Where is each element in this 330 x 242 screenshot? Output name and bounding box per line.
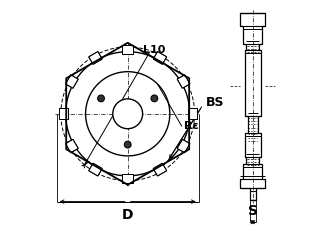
Text: Rε: Rε [184,121,199,131]
Circle shape [98,95,104,102]
Text: D: D [122,208,133,222]
Polygon shape [89,163,102,176]
Circle shape [124,141,131,148]
Circle shape [151,95,158,102]
Polygon shape [122,45,133,54]
Polygon shape [177,139,190,153]
Polygon shape [66,43,189,185]
Polygon shape [153,52,167,64]
Polygon shape [177,75,190,88]
Text: BS: BS [205,97,224,109]
Polygon shape [188,108,197,119]
Text: S: S [248,204,258,218]
Polygon shape [59,108,68,119]
Text: L10: L10 [143,45,165,55]
Polygon shape [89,52,102,64]
Polygon shape [122,174,133,183]
Polygon shape [65,139,78,153]
Circle shape [113,99,143,129]
Polygon shape [240,13,265,200]
Polygon shape [153,163,167,176]
Polygon shape [65,75,78,88]
